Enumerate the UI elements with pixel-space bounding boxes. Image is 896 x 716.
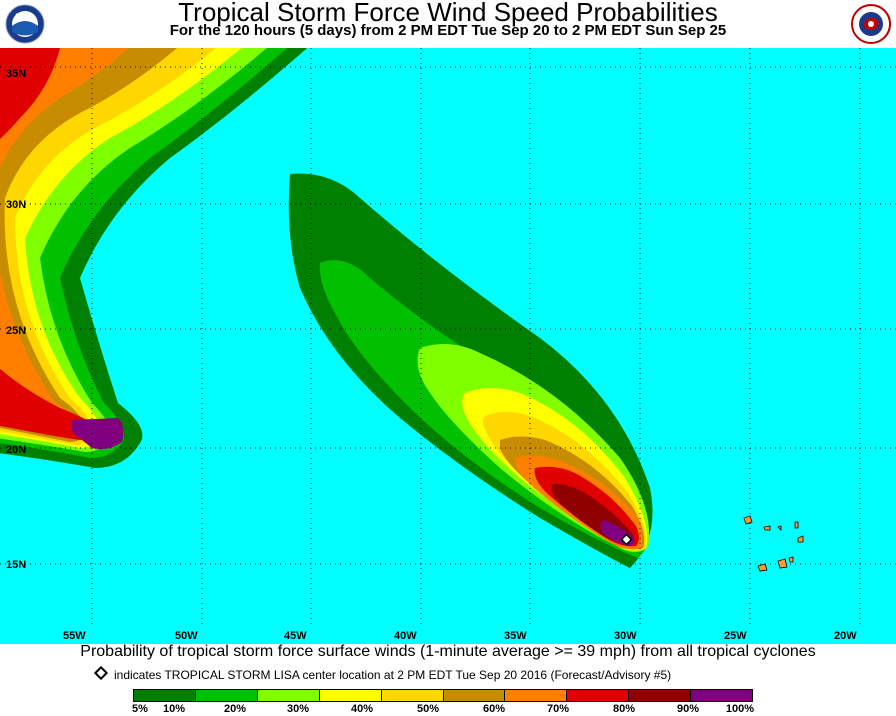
- lon-label-20w: 20W: [834, 630, 857, 642]
- probability-map: 35N 30N 25N 20N 15N 55W 50W 45W 40W 35W …: [0, 48, 896, 644]
- lon-label-45w: 45W: [284, 630, 307, 642]
- legend-label-70: 70%: [546, 703, 570, 715]
- legend-swatch-70-80: [567, 690, 630, 701]
- noaa-logo: NOAA: [5, 4, 45, 44]
- legend-label-100: 100%: [725, 703, 755, 715]
- western-probability-swath: [0, 48, 308, 468]
- legend-label-30: 30%: [286, 703, 310, 715]
- svg-text:NOAA: NOAA: [15, 13, 35, 20]
- legend-label-80: 80%: [612, 703, 636, 715]
- legend-swatch-10-20: [195, 690, 258, 701]
- legend-swatch-90-100: [691, 690, 753, 701]
- lon-label-25w: 25W: [724, 630, 747, 642]
- storm-center-marker: [620, 533, 633, 546]
- legend-swatch-80-90: [629, 690, 692, 701]
- page-subtitle: For the 120 hours (5 days) from 2 PM EDT…: [169, 22, 727, 39]
- legend-swatch-30-40: [319, 690, 382, 701]
- legend-label-50: 50%: [416, 703, 440, 715]
- legend-label-20: 20%: [223, 703, 247, 715]
- legend-swatch-40-50: [381, 690, 444, 701]
- legend-label-5: 5%: [132, 703, 148, 715]
- storm-center-diamond-icon: [93, 665, 109, 681]
- legend-swatch-60-70: [505, 690, 568, 701]
- legend-swatch-50-60: [443, 690, 506, 701]
- legend-swatch-5-10: [134, 690, 196, 701]
- legend-label-90: 90%: [676, 703, 700, 715]
- cape-verde-islands: [743, 515, 804, 572]
- header: NOAA Tropical Storm Force Wind Speed Pro…: [0, 0, 896, 48]
- lat-label-35n: 35N: [6, 68, 26, 80]
- lat-label-30n: 30N: [6, 199, 26, 211]
- lisa-probability-swath: [288, 173, 653, 568]
- map-caption: Probability of tropical storm force surf…: [80, 643, 816, 660]
- lon-label-35w: 35W: [504, 630, 527, 642]
- probability-color-scale: [133, 689, 753, 702]
- lon-label-30w: 30W: [614, 630, 637, 642]
- legend-label-60: 60%: [482, 703, 506, 715]
- longitude-labels: 55W 50W 45W 40W 35W 30W 25W 20W: [63, 630, 857, 642]
- legend-swatch-20-30: [257, 690, 320, 701]
- latitude-labels: 35N 30N 25N 20N 15N: [6, 68, 26, 571]
- lon-label-50w: 50W: [175, 630, 198, 642]
- storm-center-note-text: indicates TROPICAL STORM LISA center loc…: [114, 668, 672, 682]
- lon-label-40w: 40W: [394, 630, 417, 642]
- nws-logo: [851, 4, 891, 44]
- lat-label-25n: 25N: [6, 325, 26, 337]
- storm-center-legend: indicates TROPICAL STORM LISA center loc…: [93, 665, 672, 683]
- lon-label-55w: 55W: [63, 630, 86, 642]
- lat-lon-grid: [0, 48, 896, 628]
- legend-label-40: 40%: [350, 703, 374, 715]
- page-title: Tropical Storm Force Wind Speed Probabil…: [178, 0, 718, 27]
- legend-label-10: 10%: [162, 703, 186, 715]
- lat-label-15n: 15N: [6, 559, 26, 571]
- lat-label-20n: 20N: [6, 444, 26, 456]
